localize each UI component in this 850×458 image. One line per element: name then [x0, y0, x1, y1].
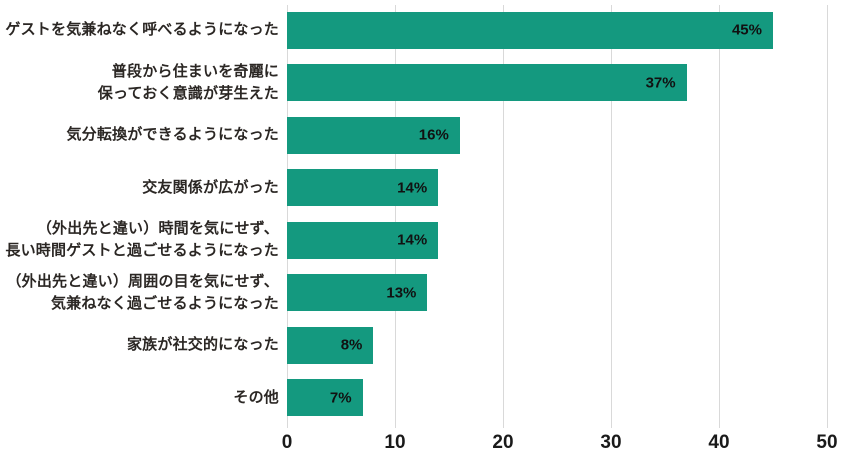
bar-1: 37%	[287, 64, 687, 102]
bar-5: 13%	[287, 274, 428, 312]
chart-row: 気分転換ができるようになった 16%	[0, 109, 850, 162]
value-label: 45%	[731, 21, 762, 39]
bar-3: 14%	[287, 169, 439, 207]
category-label-line: （外出先と違い）時間を気にせず、	[36, 220, 279, 238]
chart-row: 交友関係が広がった 14%	[0, 162, 850, 215]
bar-track: 14%	[287, 169, 827, 207]
bar-track: 16%	[287, 116, 827, 154]
bar-4: 14%	[287, 221, 439, 259]
category-label-line: その他	[233, 388, 279, 406]
category-label: （外出先と違い）時間を気にせず、 長い時間ゲストと過ごせるようになった	[0, 218, 287, 262]
plot-area	[286, 5, 828, 428]
x-tick-label: 30	[600, 432, 622, 453]
value-label: 7%	[329, 389, 352, 407]
value-label: 14%	[397, 179, 428, 197]
gridline	[718, 5, 720, 428]
value-label: 14%	[397, 231, 428, 249]
bar-track: 7%	[287, 379, 827, 417]
category-label-line: 普段から住まいを奇麗に	[111, 62, 279, 80]
x-tick-label: 0	[281, 432, 293, 453]
bar-track: 45%	[287, 11, 827, 49]
gridline	[502, 5, 504, 428]
category-label: 気分転換ができるようになった	[0, 124, 287, 146]
gridline	[286, 5, 288, 428]
value-label: 8%	[340, 336, 363, 354]
bar-track: 8%	[287, 326, 827, 364]
category-label-line: 保っておく意識が芽生えた	[97, 84, 279, 102]
chart-row: （外出先と違い）周囲の目を気にせず、 気兼ねなく過ごせるようになった 13%	[0, 267, 850, 320]
x-tick-label: 50	[816, 432, 838, 453]
bar-track: 37%	[287, 64, 827, 102]
category-label-line: 長い時間ゲストと過ごせるようになった	[5, 242, 279, 260]
bar-6: 8%	[287, 326, 374, 364]
value-label: 16%	[418, 126, 449, 144]
chart-row: （外出先と違い）時間を気にせず、 長い時間ゲストと過ごせるようになった 14%	[0, 214, 850, 267]
category-label: 交友関係が広がった	[0, 177, 287, 199]
x-tick-label: 20	[492, 432, 514, 453]
x-tick-label: 40	[708, 432, 730, 453]
gridline	[826, 5, 828, 428]
chart-row: 家族が社交的になった 8%	[0, 319, 850, 372]
gridline	[610, 5, 612, 428]
category-label: 家族が社交的になった	[0, 334, 287, 356]
bar-track: 14%	[287, 221, 827, 259]
value-label: 37%	[645, 74, 676, 92]
category-label: ゲストを気兼ねなく呼べるようになった	[0, 19, 287, 41]
category-label: その他	[0, 387, 287, 409]
category-label-line: 家族が社交的になった	[126, 336, 279, 354]
category-label-line: （外出先と違い）周囲の目を気にせず、	[6, 272, 279, 290]
x-tick-label: 10	[384, 432, 406, 453]
x-axis: 0 10 20 30 40 50	[282, 432, 838, 458]
category-label: （外出先と違い）周囲の目を気にせず、 気兼ねなく過ごせるようになった	[0, 271, 287, 315]
chart-row: ゲストを気兼ねなく呼べるようになった 45%	[0, 4, 850, 57]
category-label-line: ゲストを気兼ねなく呼べるようになった	[5, 21, 279, 39]
category-label-line: 気兼ねなく過ごせるようになった	[50, 294, 279, 312]
chart-row: その他 7%	[0, 372, 850, 425]
category-label: 普段から住まいを奇麗に 保っておく意識が芽生えた	[0, 61, 287, 105]
category-label-line: 気分転換ができるようになった	[66, 126, 279, 144]
bar-7: 7%	[287, 379, 363, 417]
chart-rows: ゲストを気兼ねなく呼べるようになった 45% 普段から住まいを奇麗に 保っておく…	[0, 4, 850, 424]
gridline	[394, 5, 396, 428]
bar-2: 16%	[287, 116, 460, 154]
bar-0: 45%	[287, 11, 773, 49]
category-label-line: 交友関係が広がった	[142, 178, 279, 196]
bar-track: 13%	[287, 274, 827, 312]
chart-row: 普段から住まいを奇麗に 保っておく意識が芽生えた 37%	[0, 57, 850, 110]
value-label: 13%	[386, 284, 417, 302]
